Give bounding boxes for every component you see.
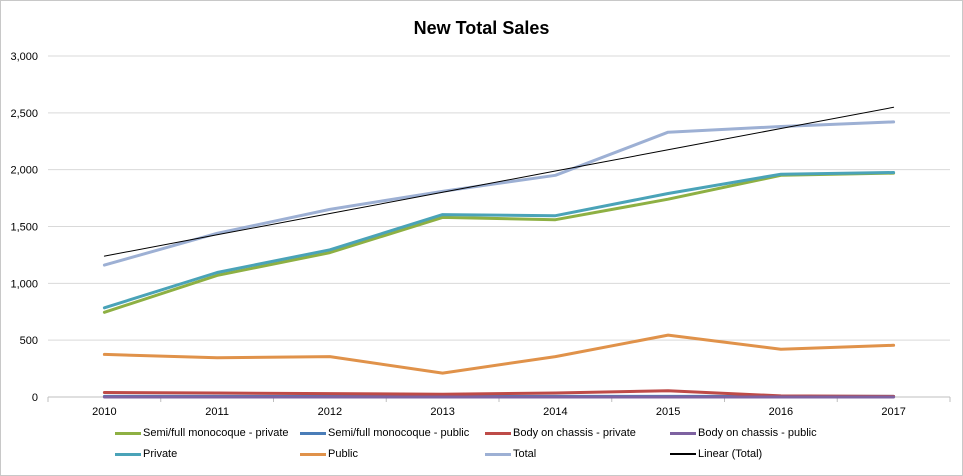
series-line-0: [102, 171, 896, 314]
y-tick-label: 2,000: [10, 165, 38, 177]
y-tick-label: 1,000: [10, 278, 38, 290]
x-tick-label: 2010: [92, 406, 116, 418]
legend-label: Public: [328, 448, 358, 460]
legend-item: Private: [115, 448, 177, 460]
y-tick-label: 2,500: [10, 108, 38, 120]
legend-item: Public: [300, 448, 358, 460]
legend-swatch: [300, 452, 326, 456]
y-tick-label: 3,000: [10, 51, 38, 63]
x-tick-label: 2011: [205, 406, 229, 418]
legend-swatch: [485, 431, 511, 435]
y-tick-label: 0: [32, 392, 38, 404]
x-tick-label: 2014: [543, 406, 567, 418]
legend-item: Total: [485, 448, 536, 460]
legend-item: Body on chassis - private: [485, 427, 636, 439]
y-tick-label: 1,500: [10, 222, 38, 234]
legend-item: Linear (Total): [670, 448, 762, 460]
x-tick-label: 2017: [881, 406, 905, 418]
legend-label: Semi/full monocoque - private: [143, 427, 289, 439]
legend-swatch: [115, 452, 141, 456]
legend-swatch: [670, 431, 696, 435]
legend-label: Body on chassis - private: [513, 427, 636, 439]
legend-swatch: [485, 452, 511, 456]
legend-swatch: [300, 431, 326, 435]
x-tick-label: 2012: [318, 406, 342, 418]
x-tick-label: 2013: [430, 406, 454, 418]
legend-label: Body on chassis - public: [698, 427, 817, 439]
legend-item: Semi/full monocoque - private: [115, 427, 289, 439]
legend-item: Body on chassis - public: [670, 427, 817, 439]
legend-swatch: [670, 453, 696, 455]
series-line-6: [102, 120, 896, 267]
series-line-5: [102, 333, 896, 375]
legend-item: Semi/full monocoque - public: [300, 427, 469, 439]
series-line-4: [102, 171, 896, 310]
legend-label: Private: [143, 448, 178, 460]
legend-label: Linear (Total): [698, 448, 763, 460]
chart-title: New Total Sales: [413, 18, 550, 38]
series-line-2: [102, 389, 896, 398]
legend-swatch: [115, 431, 141, 435]
legend-label: Semi/full monocoque - public: [328, 427, 470, 439]
legend-label: Total: [513, 448, 537, 460]
x-tick-label: 2016: [769, 406, 793, 418]
series-line-7: [103, 106, 895, 257]
x-tick-label: 2015: [656, 406, 680, 418]
y-tick-label: 500: [20, 335, 38, 347]
